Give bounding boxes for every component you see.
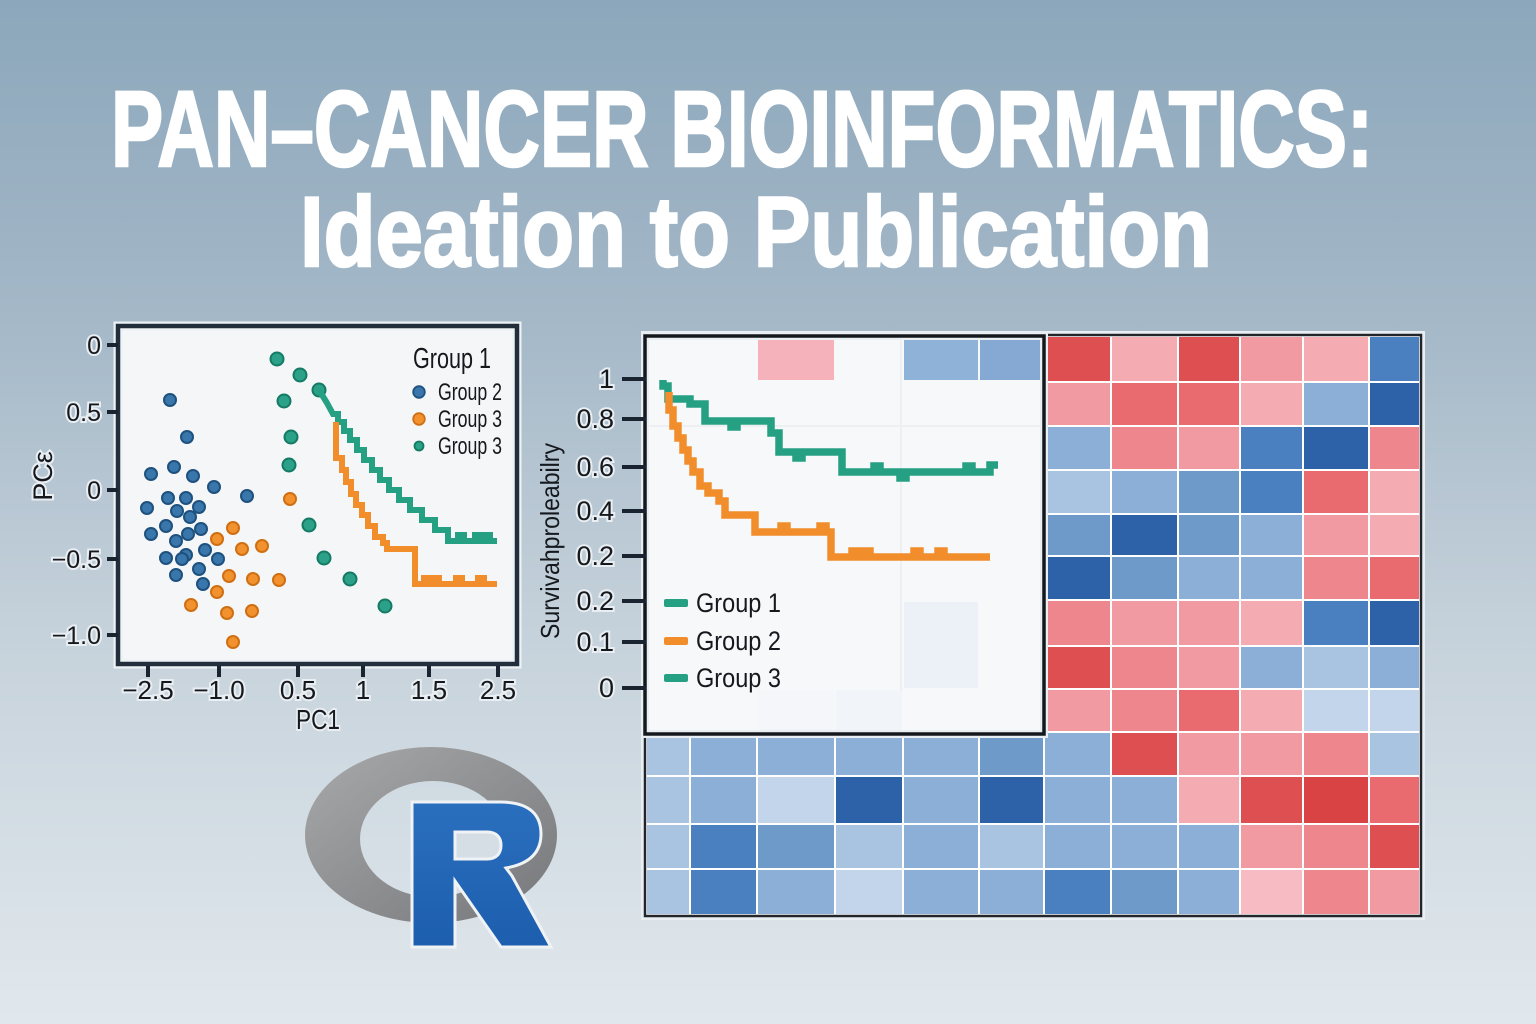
svg-text:−1.0: −1.0	[52, 622, 101, 650]
svg-text:0.2: 0.2	[576, 586, 614, 616]
svg-text:1: 1	[356, 675, 370, 705]
svg-text:PAN–CANCER BIOINFORMATICS:: PAN–CANCER BIOINFORMATICS:	[111, 68, 1373, 189]
svg-text:0.2: 0.2	[576, 541, 614, 571]
svg-text:2.5: 2.5	[480, 675, 516, 705]
svg-text:Ideation to Publication: Ideation to Publication	[300, 176, 1212, 287]
svg-text:0.8: 0.8	[576, 404, 614, 434]
svg-text:PC1: PC1	[296, 704, 340, 735]
svg-text:−2.5: −2.5	[122, 675, 173, 705]
svg-text:0.1: 0.1	[576, 627, 614, 657]
svg-text:−1.0: −1.0	[193, 675, 244, 705]
svg-text:1: 1	[599, 364, 614, 394]
svg-text:0.5: 0.5	[66, 399, 101, 427]
svg-text:Group 2: Group 2	[696, 626, 781, 656]
svg-text:0.4: 0.4	[576, 496, 614, 526]
svg-text:Survivahproleabilry: Survivahproleabilry	[535, 443, 565, 639]
svg-text:Group 3: Group 3	[438, 406, 502, 433]
svg-text:1.5: 1.5	[411, 675, 447, 705]
svg-text:Group 2: Group 2	[438, 379, 502, 406]
svg-text:PCε: PCε	[28, 451, 58, 501]
svg-text:0: 0	[599, 673, 614, 703]
svg-text:Group 1: Group 1	[413, 343, 491, 375]
svg-text:Group 1: Group 1	[696, 588, 781, 618]
svg-text:0: 0	[87, 332, 101, 360]
svg-text:Group 3: Group 3	[438, 433, 502, 460]
svg-text:0.5: 0.5	[280, 675, 316, 705]
svg-text:0.6: 0.6	[576, 452, 614, 482]
svg-text:Group 3: Group 3	[696, 663, 781, 693]
svg-text:−0.5: −0.5	[52, 546, 101, 574]
svg-text:0: 0	[87, 477, 101, 505]
